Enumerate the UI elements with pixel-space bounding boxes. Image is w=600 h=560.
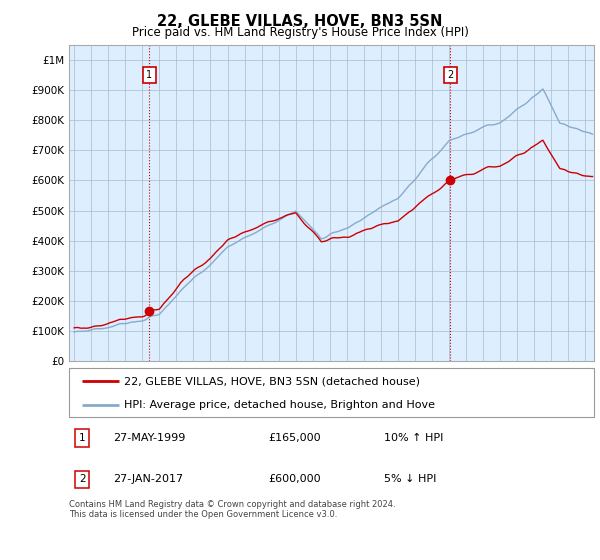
- Text: Price paid vs. HM Land Registry's House Price Index (HPI): Price paid vs. HM Land Registry's House …: [131, 26, 469, 39]
- Text: 27-MAY-1999: 27-MAY-1999: [113, 433, 186, 443]
- Text: 2: 2: [79, 474, 85, 484]
- Text: 10% ↑ HPI: 10% ↑ HPI: [384, 433, 443, 443]
- Text: 22, GLEBE VILLAS, HOVE, BN3 5SN: 22, GLEBE VILLAS, HOVE, BN3 5SN: [157, 14, 443, 29]
- Text: 5% ↓ HPI: 5% ↓ HPI: [384, 474, 436, 484]
- Text: 27-JAN-2017: 27-JAN-2017: [113, 474, 184, 484]
- Text: 1: 1: [79, 433, 85, 443]
- Text: 2: 2: [448, 70, 454, 80]
- FancyBboxPatch shape: [69, 368, 594, 417]
- Text: HPI: Average price, detached house, Brighton and Hove: HPI: Average price, detached house, Brig…: [124, 400, 435, 410]
- Text: £600,000: £600,000: [269, 474, 321, 484]
- Text: 22, GLEBE VILLAS, HOVE, BN3 5SN (detached house): 22, GLEBE VILLAS, HOVE, BN3 5SN (detache…: [124, 376, 420, 386]
- Text: 1: 1: [146, 70, 152, 80]
- Text: £165,000: £165,000: [269, 433, 321, 443]
- Text: Contains HM Land Registry data © Crown copyright and database right 2024.
This d: Contains HM Land Registry data © Crown c…: [69, 500, 395, 519]
